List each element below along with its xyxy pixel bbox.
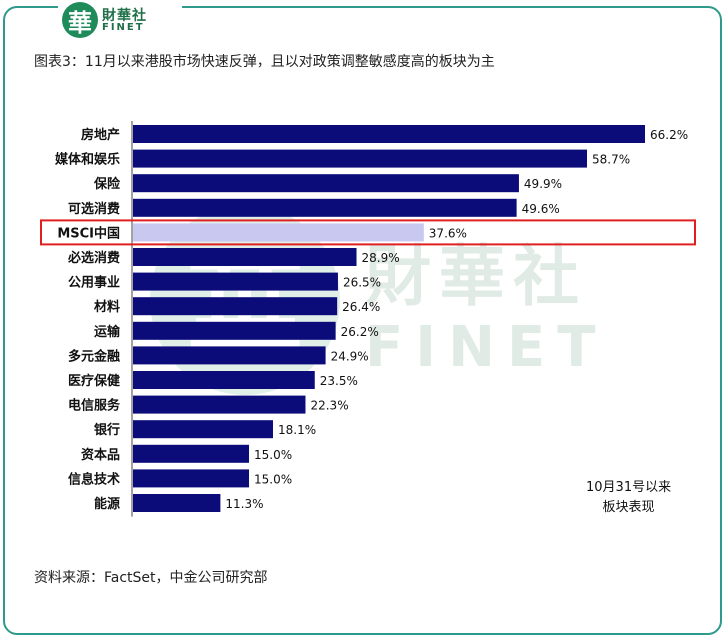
data-label: 26.2% <box>341 325 379 339</box>
bar <box>133 346 326 365</box>
bar <box>133 174 519 193</box>
bar <box>133 272 338 291</box>
category-label: 电信服务 <box>68 398 121 414</box>
category-label: MSCI中国 <box>57 225 120 241</box>
bar <box>133 321 336 340</box>
category-label: 房地产 <box>81 127 120 143</box>
data-label: 49.9% <box>524 177 562 191</box>
bar <box>133 420 273 439</box>
category-label: 资本品 <box>81 447 120 463</box>
bar <box>133 198 517 217</box>
category-label: 银行 <box>94 422 120 438</box>
data-label: 18.1% <box>278 423 316 437</box>
data-label: 22.3% <box>310 399 348 413</box>
category-label: 多元金融 <box>68 348 120 364</box>
data-label: 58.7% <box>592 153 630 167</box>
bar <box>133 149 587 168</box>
finet-logo-mark: 華 <box>62 2 98 38</box>
data-label: 66.2% <box>650 128 688 142</box>
category-label: 媒体和娱乐 <box>55 152 120 168</box>
finet-logo: 華 財華社 FINET <box>58 0 182 40</box>
category-label: 保险 <box>93 176 121 192</box>
category-label: 可选消费 <box>68 201 120 217</box>
chart-note: 10月31号以来 板块表现 <box>586 478 671 518</box>
figure-title: 图表3：11月以来港股市场快速反弹，且以对政策调整敏感度高的板块为主 <box>34 54 495 70</box>
bar <box>133 297 338 316</box>
finet-logo-cn: 財華社 <box>102 8 147 24</box>
data-label: 15.0% <box>254 472 292 486</box>
figure-frame <box>3 6 722 635</box>
category-label: 必选消费 <box>67 250 120 266</box>
bar <box>133 395 306 414</box>
data-label: 26.5% <box>343 276 381 290</box>
data-label: 28.9% <box>362 251 400 265</box>
bar <box>133 371 315 389</box>
bar <box>133 469 250 488</box>
highlight-box <box>40 219 696 246</box>
bar <box>133 248 357 266</box>
category-label: 运输 <box>94 324 121 340</box>
category-label: 信息技术 <box>68 471 120 487</box>
data-label: 49.6% <box>522 202 560 216</box>
category-label: 材料 <box>94 299 120 315</box>
finet-logo-en: FINET <box>102 22 145 33</box>
bar <box>133 125 645 143</box>
data-label: 15.0% <box>254 448 292 462</box>
data-label: 11.3% <box>225 497 263 511</box>
source-note: 资料来源：FactSet，中金公司研究部 <box>34 570 268 586</box>
data-label: 37.6% <box>429 226 467 240</box>
category-label: 公用事业 <box>68 275 120 291</box>
bar <box>133 223 424 242</box>
bar <box>133 444 250 463</box>
chart-note-line-2: 板块表现 <box>602 500 655 515</box>
bar <box>133 494 221 512</box>
chart-note-line-1: 10月31号以来 <box>586 480 672 495</box>
category-label: 能源 <box>94 496 120 512</box>
category-label: 医疗保健 <box>68 373 120 389</box>
data-label: 24.9% <box>331 349 369 363</box>
data-label: 26.4% <box>342 300 380 314</box>
data-label: 23.5% <box>320 374 358 388</box>
